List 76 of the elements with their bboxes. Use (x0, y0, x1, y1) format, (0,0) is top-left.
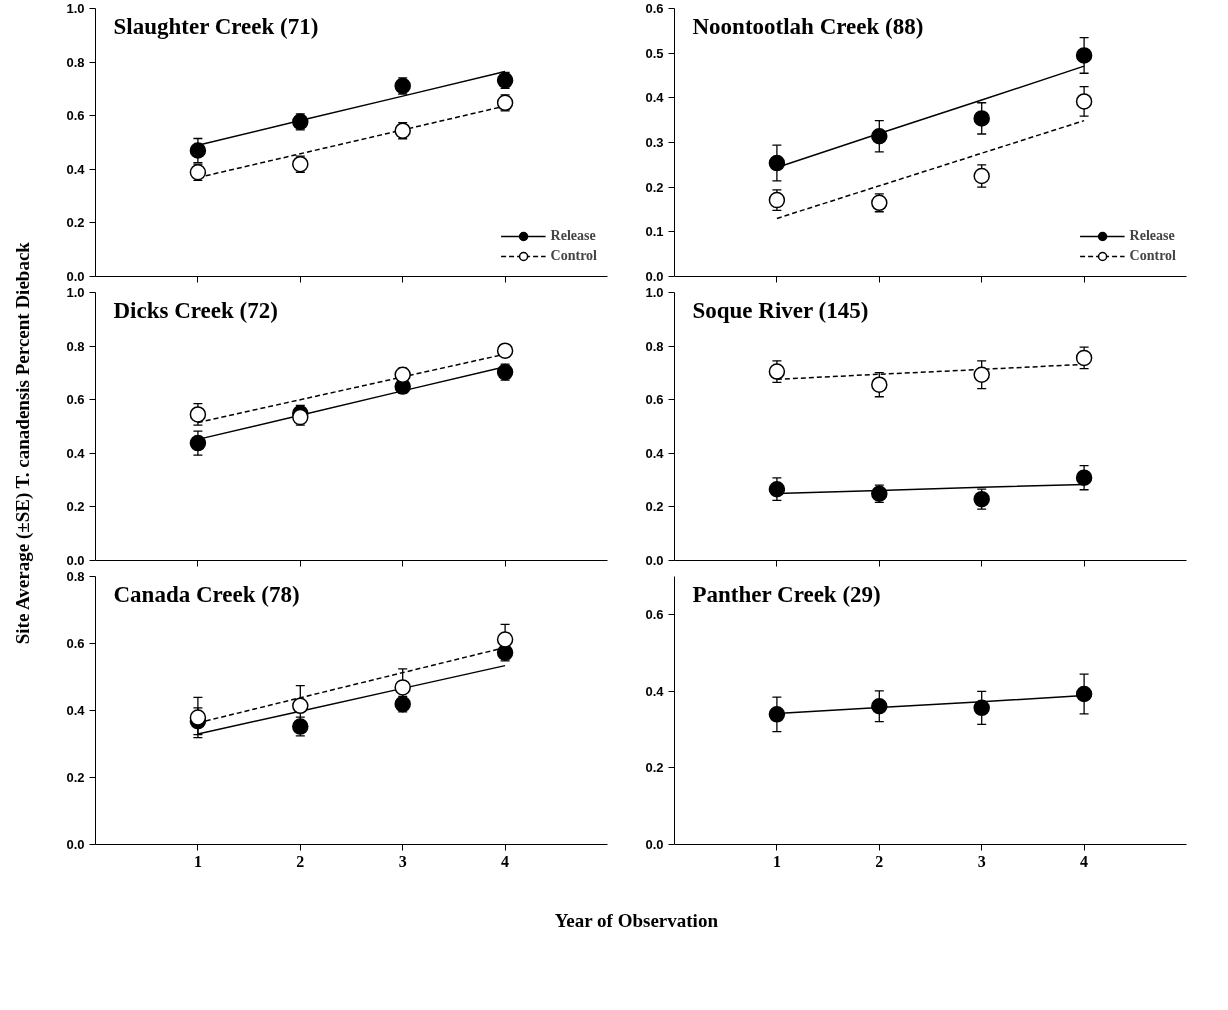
point (1075, 685, 1093, 703)
chart-title: Panther Creek (29) (692, 581, 881, 607)
line-series (776, 119, 1085, 220)
y-tick-label: 0.8 (66, 569, 85, 584)
y-tick-label: 0.0 (66, 837, 85, 852)
y-tick-label: 0.2 (66, 215, 85, 231)
point (189, 709, 207, 726)
y-tick-label: 0.4 (66, 161, 86, 177)
x-tick-label: 3 (977, 852, 986, 870)
legend-label: Release (1129, 228, 1175, 244)
y-axis-title: Site Average (±SE) T. canadensis Percent Dieback (12, 241, 34, 645)
y-tick-label: 0.0 (66, 553, 85, 568)
point (768, 154, 786, 172)
y-tick-label: 0.0 (66, 269, 85, 284)
y-tick-label: 1.0 (66, 285, 85, 300)
y-tick-label: 0.4 (645, 683, 665, 699)
y-tick-label: 0.4 (645, 90, 665, 106)
y-tick-label: 0.8 (66, 338, 85, 354)
point (973, 366, 990, 384)
y-tick-label: 0.4 (66, 703, 86, 718)
y-tick-label: 0.1 (645, 224, 664, 240)
x-tick-label: 1 (193, 852, 202, 870)
y-tick-label: 0.6 (645, 607, 664, 623)
point (189, 142, 207, 159)
y-tick-label: 1.0 (645, 285, 664, 300)
chart-title: Soque River (145) (692, 297, 869, 323)
chart-title: Dicks Creek (72) (113, 297, 278, 323)
y-tick-label: 0.6 (66, 636, 85, 651)
point (189, 434, 207, 452)
x-tick-label: 4 (501, 852, 510, 870)
y-tick-label: 1.0 (66, 1, 85, 16)
legend-label: Control (1129, 248, 1176, 264)
legend-label: Control (550, 248, 597, 264)
chart-title: Slaughter Creek (71) (113, 13, 319, 39)
y-tick-label: 0.2 (645, 499, 664, 515)
y-tick-label: 0.3 (645, 135, 664, 150)
point (1075, 47, 1093, 64)
chart-title: Noontootlah Creek (88) (692, 13, 924, 39)
y-tick-label: 0.0 (645, 837, 664, 852)
y-tick-label: 0.4 (645, 445, 665, 461)
y-tick-label: 0.6 (66, 108, 85, 124)
y-tick-label: 0.6 (645, 392, 664, 408)
y-tick-label: 0.0 (645, 269, 664, 284)
point (1075, 93, 1093, 110)
legend-label: Release (550, 228, 596, 244)
y-tick-label: 0.2 (645, 179, 664, 195)
point (973, 699, 990, 717)
y-tick-label: 0.8 (66, 54, 85, 70)
y-tick-label: 0.0 (645, 553, 664, 568)
point (871, 376, 888, 393)
y-tick-label: 0.2 (66, 770, 85, 785)
x-tick-label: 3 (398, 852, 407, 870)
point (394, 679, 411, 696)
point (292, 697, 309, 715)
y-tick-label: 0.5 (645, 45, 664, 61)
point (1075, 469, 1093, 486)
y-tick-label: 0.8 (645, 338, 664, 354)
point (768, 706, 786, 723)
x-tick-label: 2 (296, 852, 305, 870)
y-tick-label: 0.6 (645, 1, 664, 16)
point (496, 342, 514, 359)
point (871, 128, 888, 145)
x-tick-label: 1 (772, 852, 781, 870)
y-tick-label: 0.6 (66, 392, 85, 408)
y-tick-label: 0.4 (66, 445, 86, 461)
x-axis-title: Year of Observation (554, 910, 719, 931)
x-tick-label: 2 (875, 852, 884, 870)
y-tick-label: 0.2 (645, 760, 664, 776)
point (394, 366, 411, 384)
point (496, 631, 514, 648)
x-tick-label: 4 (1080, 852, 1089, 870)
point (871, 698, 888, 715)
point (973, 110, 990, 127)
chart-title: Canada Creek (78) (113, 581, 300, 607)
point (768, 480, 786, 498)
y-tick-label: 0.2 (66, 499, 85, 515)
